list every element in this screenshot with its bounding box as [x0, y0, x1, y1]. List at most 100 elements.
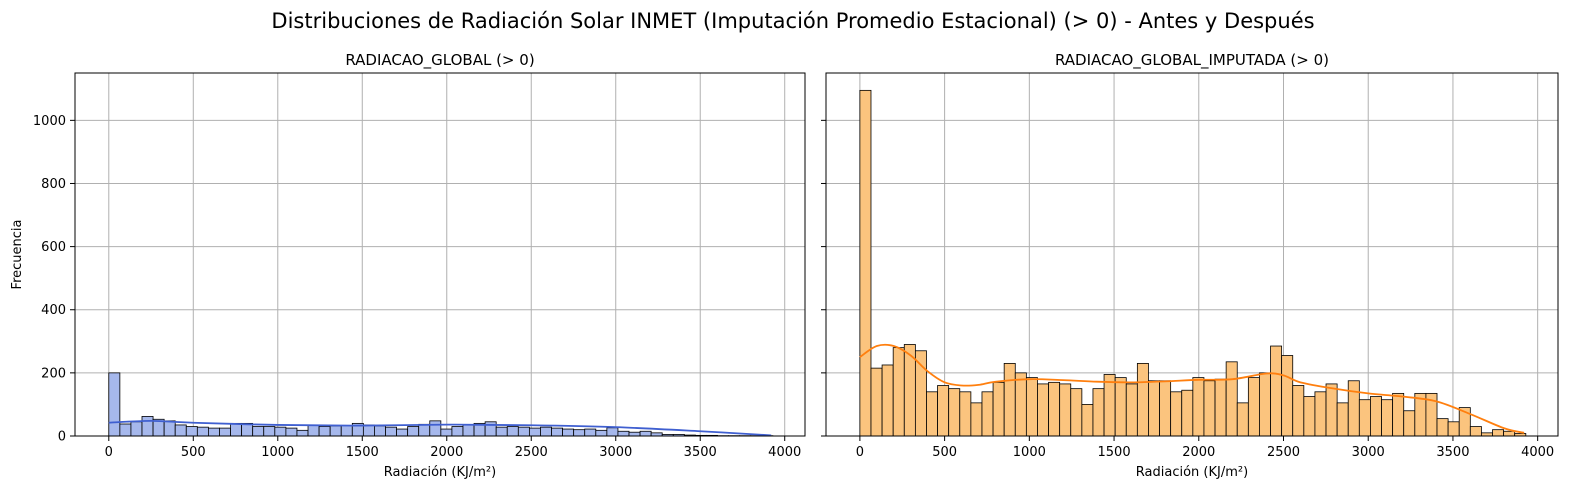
- left-bar-35: [495, 426, 508, 437]
- right-xtick-label-7: 3500: [1436, 445, 1469, 460]
- right-bar-53: [1447, 421, 1460, 437]
- left-y-axis-label: Frecuencia: [10, 220, 25, 290]
- left-bar-31: [451, 426, 464, 437]
- left-bar-26: [396, 428, 409, 437]
- right-chart-title: RADIACAO_GLOBAL_IMPUTADA (> 0): [1055, 51, 1329, 70]
- right-bar-16: [1037, 383, 1049, 437]
- left-ytick-label-5: 1000: [33, 114, 66, 129]
- left-x-axis-label: Radiación (KJ/m²): [384, 465, 496, 480]
- right-xtick-label-6: 3000: [1352, 445, 1385, 460]
- left-bar-10: [219, 427, 231, 437]
- left-bar-13: [252, 426, 265, 437]
- right-bar-37: [1270, 345, 1283, 437]
- left-bar-48: [639, 430, 652, 437]
- left-bar-46: [617, 430, 630, 437]
- right-bar-36: [1259, 372, 1271, 437]
- right-bar-11: [981, 391, 994, 437]
- right-bar-14: [1014, 372, 1027, 437]
- left-xtick-label-6: 3000: [599, 445, 632, 460]
- left-xtick-label-8: 4000: [768, 445, 801, 460]
- right-bar-7: [937, 385, 950, 437]
- left-xtick-label-4: 2000: [430, 445, 463, 460]
- right-bar-28: [1170, 391, 1183, 437]
- right-bar-35: [1247, 377, 1260, 437]
- left-bar-17: [296, 429, 309, 437]
- right-xtick-label-2: 1000: [1013, 445, 1046, 460]
- right-bar-31: [1203, 380, 1216, 437]
- left-bar-45: [606, 427, 619, 437]
- left-bar-1: [119, 423, 132, 437]
- right-bar-33: [1225, 361, 1238, 437]
- left-bar-40: [551, 427, 563, 437]
- right-bar-52: [1436, 418, 1449, 437]
- right-bar-49: [1403, 410, 1416, 437]
- figure-title: Distribuciones de Radiación Solar INMET …: [271, 9, 1314, 33]
- left-bar-11: [230, 422, 243, 437]
- right-xtick-label-1: 500: [932, 445, 957, 460]
- left-bar-8: [196, 426, 209, 437]
- right-bar-23: [1114, 377, 1127, 437]
- right-bar-47: [1381, 399, 1394, 437]
- left-bar-25: [385, 426, 397, 437]
- left-xtick-label-0: 0: [105, 445, 113, 460]
- left-bar-19: [318, 426, 331, 437]
- left-bar-41: [562, 428, 575, 437]
- right-bar-5: [914, 350, 927, 437]
- right-xtick-label-0: 0: [856, 445, 864, 460]
- left-bar-20: [329, 425, 342, 437]
- right-bar-17: [1048, 381, 1061, 437]
- left-bar-29: [429, 420, 442, 437]
- right-bar-9: [959, 391, 972, 437]
- left-bar-39: [540, 426, 552, 437]
- right-x-axis-label: Radiación (KJ/m²): [1136, 465, 1248, 480]
- left-bar-0: [108, 372, 121, 437]
- right-bar-34: [1236, 402, 1249, 437]
- left-xtick-label-1: 500: [181, 445, 206, 460]
- right-xtick-label-8: 4000: [1521, 445, 1554, 460]
- left-bar-37: [517, 426, 530, 437]
- left-bar-23: [362, 424, 375, 437]
- right-bar-42: [1325, 383, 1338, 437]
- left-bar-9: [208, 427, 220, 437]
- right-bar-6: [926, 391, 938, 437]
- left-ytick-label-2: 400: [41, 303, 66, 318]
- left-bar-27: [407, 426, 420, 437]
- right-bar-1: [870, 367, 883, 437]
- right-xtick-label-3: 1500: [1098, 445, 1131, 460]
- left-bar-24: [374, 425, 386, 437]
- left-bar-16: [285, 427, 298, 437]
- right-xtick-label-4: 2000: [1182, 445, 1215, 460]
- left-bar-38: [528, 427, 541, 437]
- left-chart-title: RADIACAO_GLOBAL (> 0): [345, 51, 534, 70]
- left-xtick-label-5: 2500: [515, 445, 548, 460]
- right-bar-26: [1148, 380, 1160, 437]
- right-bar-27: [1159, 380, 1172, 437]
- right-xtick-label-5: 2500: [1267, 445, 1300, 460]
- right-bar-25: [1136, 362, 1149, 437]
- right-kde-line: [859, 343, 1525, 434]
- right-bar-38: [1281, 355, 1294, 437]
- left-axes-frame: [74, 72, 806, 437]
- right-bar-48: [1392, 392, 1405, 437]
- left-bar-5: [163, 420, 176, 437]
- right-bar-3: [892, 347, 905, 437]
- left-bar-15: [274, 426, 287, 437]
- right-bar-41: [1314, 391, 1327, 437]
- left-xtick-label-7: 3500: [684, 445, 717, 460]
- left-bar-43: [584, 428, 597, 437]
- left-kde-line: [108, 419, 772, 437]
- right-bar-22: [1103, 374, 1116, 437]
- left-bar-21: [340, 425, 353, 437]
- left-bar-34: [484, 421, 497, 437]
- left-ytick-label-3: 600: [41, 240, 66, 255]
- right-bar-18: [1059, 383, 1072, 437]
- right-bar-58: [1503, 430, 1516, 437]
- right-bar-55: [1469, 426, 1482, 437]
- left-bar-44: [595, 429, 608, 437]
- right-bar-44: [1347, 380, 1360, 437]
- right-bar-13: [1003, 362, 1016, 437]
- left-bar-47: [628, 431, 641, 437]
- right-bar-45: [1358, 399, 1371, 437]
- left-bar-3: [141, 416, 154, 437]
